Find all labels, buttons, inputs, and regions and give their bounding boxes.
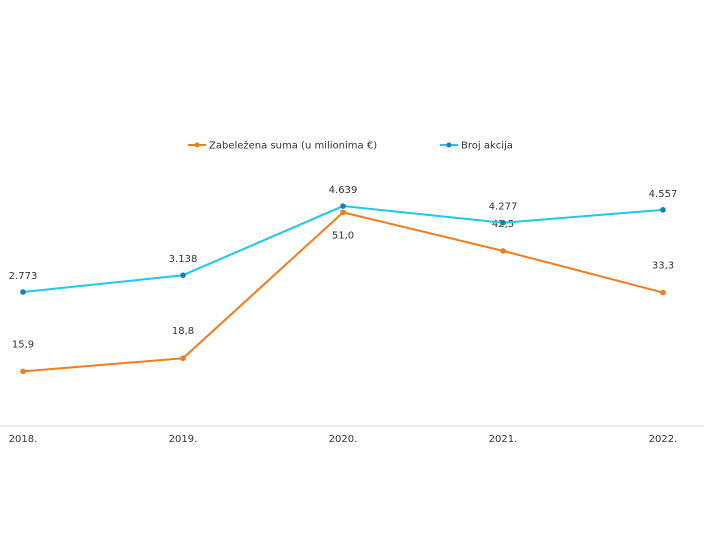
series-0: 15,918,851,042,533,3 [12,209,674,375]
data-point [660,289,666,296]
data-label: 4.277 [489,202,518,213]
series-1: 2.773 3.138 4.639 4.277 4.557 [9,185,678,295]
data-point [180,355,186,362]
legend-label-amount: Zabeležena suma (u milionima €) [209,140,377,152]
data-label: 33,3 [652,261,674,272]
data-point [20,289,26,295]
data-label: 4.639 [329,185,358,196]
data-label: 15,9 [12,339,34,350]
data-point [340,203,346,209]
data-point [180,272,186,278]
x-tick-label: 2021. [489,434,518,445]
legend-marker-amount [194,142,200,148]
data-label: 51,0 [332,230,354,241]
x-axis-ticks: 2018. 2019. 2020. 2021. 2022. [9,434,678,445]
data-point [660,207,666,213]
series-layer: 15,918,851,042,533,32.7733.1384.6394.277… [9,185,678,375]
data-point [500,248,506,254]
series-line [22,205,664,294]
legend-label-count: Broj akcija [461,141,513,152]
x-tick-label: 2019. [169,434,198,445]
legend-marker-count [446,142,452,148]
data-label: 2.773 [9,271,38,282]
data-point [500,219,506,226]
x-tick-label: 2020. [329,434,358,445]
data-point [20,368,26,375]
data-label: 18,8 [172,326,194,337]
data-point [340,209,346,216]
legend: Zabeležena suma (u milionima €) Broj akc… [188,140,513,152]
x-tick-label: 2022. [649,434,678,445]
data-label: 3.138 [169,254,198,265]
data-label: 4.557 [649,189,678,200]
x-tick-label: 2018. [9,434,38,445]
